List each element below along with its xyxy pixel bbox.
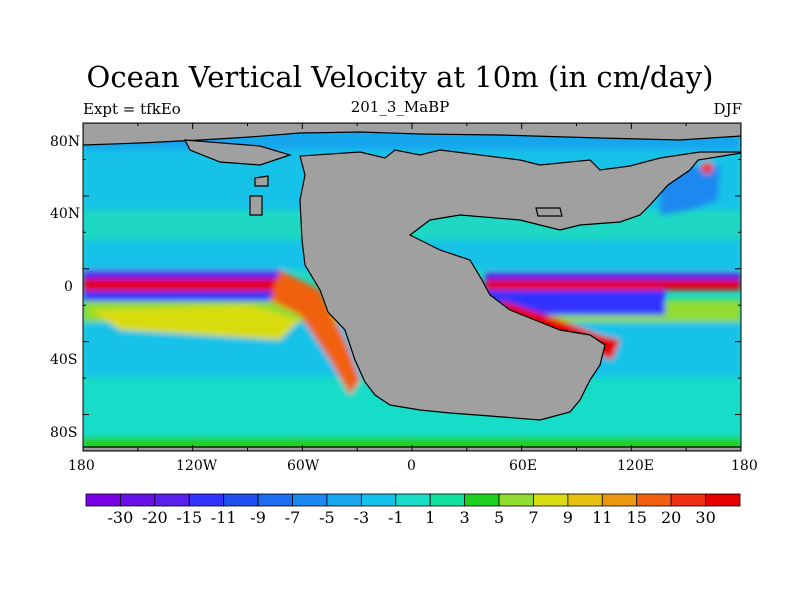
x-tick-label: 0 xyxy=(407,458,416,474)
colorbar-swatch xyxy=(223,493,259,507)
colorbar-swatch xyxy=(120,493,156,507)
axis-ticks xyxy=(82,122,742,452)
colorbar-swatch xyxy=(705,493,741,507)
colorbar-tick-label: -7 xyxy=(284,508,301,527)
x-tick-label: 120W xyxy=(176,458,218,474)
colorbar-swatch xyxy=(636,493,672,507)
colorbar-tick-label: -5 xyxy=(319,508,335,527)
map-plot-area xyxy=(83,123,741,451)
colorbar-tick-label: 30 xyxy=(695,508,716,527)
colorbar-swatch xyxy=(464,493,500,507)
colorbar-tick-label: 20 xyxy=(660,508,682,527)
map-title: Ocean Vertical Velocity at 10m (in cm/da… xyxy=(86,60,714,94)
colorbar-tick-label: -1 xyxy=(387,508,404,527)
colorbar-swatch xyxy=(360,493,397,507)
colorbar-swatch xyxy=(85,493,121,507)
colorbar-tick-label: 7 xyxy=(528,508,539,527)
x-tick-label: 180 xyxy=(68,458,95,474)
colorbar-swatch xyxy=(498,493,534,507)
colorbar-tick-label: -3 xyxy=(353,508,370,527)
colorbar-swatch xyxy=(292,493,328,507)
colorbar-swatch xyxy=(395,493,431,507)
season-label: DJF xyxy=(713,100,742,118)
x-tick-label: 60W xyxy=(287,458,320,474)
colorbar-tick-label: 1 xyxy=(425,508,436,527)
colorbar-swatch xyxy=(670,493,706,507)
experiment-label: Expt = tfkEo xyxy=(83,100,181,118)
colorbar-swatch xyxy=(326,493,362,507)
colorbar-tick-label: 11 xyxy=(592,508,613,527)
colorbar-swatch xyxy=(601,493,638,507)
y-tick-label: 80N xyxy=(50,134,81,150)
colorbar xyxy=(85,493,741,507)
colorbar-swatch xyxy=(567,493,603,507)
colorbar-tick-label: 15 xyxy=(626,508,647,527)
run-label: 201_3_MaBP xyxy=(350,98,450,116)
x-tick-label: 120E xyxy=(617,458,654,474)
colorbar-swatch xyxy=(188,493,225,507)
colorbar-tick-label: 5 xyxy=(493,508,505,527)
y-tick-label: 0 xyxy=(64,279,73,295)
y-tick-label: 40S xyxy=(50,352,78,368)
colorbar-tick-label: -9 xyxy=(250,508,266,527)
x-tick-label: 60E xyxy=(509,458,538,474)
colorbar-tick-label: -20 xyxy=(141,508,168,527)
y-tick-label: 80S xyxy=(50,425,78,441)
x-tick-label: 180 xyxy=(731,458,758,474)
colorbar-tick-label: -11 xyxy=(210,508,237,527)
colorbar-tick-label: -30 xyxy=(107,508,134,527)
colorbar-swatch xyxy=(533,493,569,507)
colorbar-swatch xyxy=(257,493,293,507)
colorbar-swatch xyxy=(429,493,466,507)
y-tick-label: 40N xyxy=(50,206,81,222)
colorbar-swatch xyxy=(154,493,190,507)
colorbar-tick-label: 3 xyxy=(459,508,470,527)
colorbar-tick-label: 9 xyxy=(562,508,573,527)
colorbar-tick-label: -15 xyxy=(176,508,203,527)
